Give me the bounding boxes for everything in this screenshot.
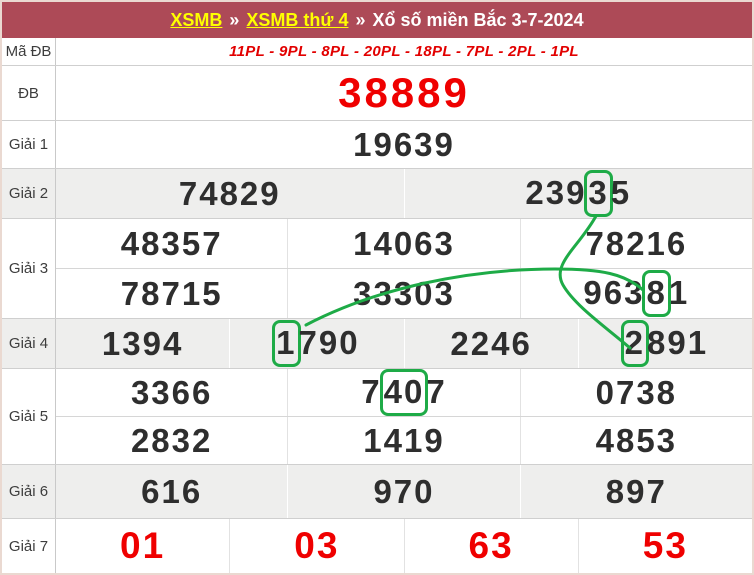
row-giai-1: Giải 1 19639 (2, 120, 752, 168)
prize-g5-value-3: 0738 (595, 373, 678, 411)
row-giai-3: Giải 3 48357 14063 78216 78715 33303 963… (2, 218, 752, 318)
prize-g3-value-3: 78216 (585, 224, 688, 262)
prize-g5-value-6: 4853 (595, 421, 678, 459)
row-label-giai-5: Giải 5 (2, 369, 56, 464)
prize-g5-value-2: 7407 (361, 369, 446, 416)
page-title: Xổ số miền Bắc 3-7-2024 (372, 9, 584, 30)
prize-g4-value-2: 1790 (272, 320, 359, 367)
prize-g4-value-4: 2891 (620, 320, 708, 367)
row-giai-4: Giải 4 1394 1790 2246 2891 (2, 318, 752, 368)
breadcrumb-link-xsmb[interactable]: XSMB (170, 9, 223, 30)
highlight-box: 8 (642, 270, 671, 317)
prize-g5-value-4: 2832 (130, 421, 213, 459)
highlight-box: 1 (272, 320, 301, 367)
row-ma-db: Mã ĐB 11PL - 9PL - 8PL - 20PL - 18PL - 7… (2, 38, 752, 65)
row-db: ĐB 38889 (2, 65, 752, 120)
prize-g3-value-2: 14063 (353, 224, 455, 262)
row-giai-5: Giải 5 3366 7407 0738 2832 1419 4853 (2, 368, 752, 464)
prize-g6-value-3: 897 (605, 472, 667, 510)
prize-g7-value-3: 63 (468, 525, 514, 566)
prize-g7-value-4: 53 (642, 525, 688, 566)
highlight-box: 2 (620, 320, 650, 367)
breadcrumb-separator: » (229, 9, 240, 30)
prize-g3-value-4: 78715 (120, 274, 223, 312)
row-giai-2: Giải 2 74829 23935 (2, 168, 752, 218)
row-label-giai-6: Giải 6 (2, 465, 56, 518)
row-label-giai-1: Giải 1 (2, 121, 56, 168)
prize-g3-value-6: 96381 (583, 270, 689, 317)
prize-g6-value-1: 616 (141, 472, 203, 510)
prize-g3-value-5: 33303 (353, 274, 455, 312)
row-giai-6: Giải 6 616 970 897 (2, 464, 752, 518)
row-giai-7: Giải 7 01 03 63 53 (2, 518, 752, 573)
prize-g4-value-3: 2246 (450, 324, 532, 362)
highlight-box: 3 (584, 170, 613, 217)
prize-g5-value-1: 3366 (130, 373, 213, 411)
prize-g4-value-1: 1394 (101, 324, 184, 362)
prize-g7-value-2: 03 (294, 525, 340, 566)
row-label-giai-7: Giải 7 (2, 519, 56, 573)
prize-g3-value-1: 48357 (120, 224, 223, 262)
row-label-giai-3: Giải 3 (2, 219, 56, 318)
prize-g2-value-2: 23935 (525, 170, 631, 217)
breadcrumb-link-xsmb-thu-4[interactable]: XSMB thứ 4 (246, 9, 349, 30)
prize-db-value: 38889 (338, 69, 470, 116)
row-label-giai-2: Giải 2 (2, 169, 56, 218)
header-bar: XSMB » XSMB thứ 4 » Xổ số miền Bắc 3-7-2… (2, 2, 752, 38)
row-label-db: ĐB (2, 66, 56, 120)
prize-g2-value-1: 74829 (178, 174, 281, 212)
prize-g5-value-5: 1419 (363, 421, 445, 459)
breadcrumb-separator: » (355, 9, 366, 30)
prize-g6-value-2: 970 (373, 472, 435, 510)
prize-g7-value-1: 01 (120, 525, 166, 566)
row-label-giai-4: Giải 4 (2, 319, 56, 368)
prize-g1-value: 19639 (353, 125, 455, 163)
ma-db-code: 11PL - 9PL - 8PL - 20PL - 18PL - 7PL - 2… (229, 43, 579, 60)
row-label-ma-db: Mã ĐB (2, 38, 56, 65)
highlight-box: 40 (379, 369, 429, 416)
